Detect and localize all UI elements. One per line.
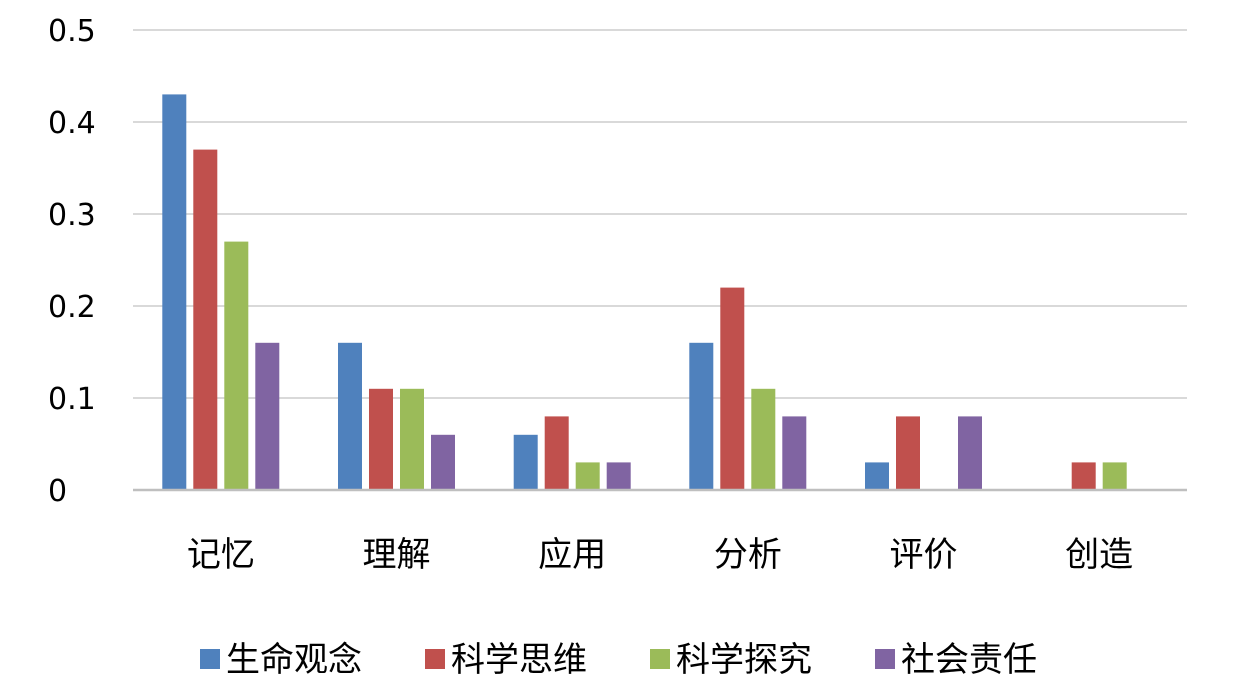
bar xyxy=(193,149,218,490)
legend-label: 生命观念 xyxy=(226,640,362,680)
bar xyxy=(782,416,807,490)
bar xyxy=(338,342,362,490)
x-category-label: 创造 xyxy=(1065,535,1133,575)
bar xyxy=(369,388,393,490)
legend: 生命观念 科学思维 科学探究 社会责任 xyxy=(200,640,1037,680)
bar xyxy=(224,241,249,490)
bar xyxy=(575,462,600,490)
labels-layer: 0 0.1 0.2 0.3 0.4 0.5 记忆 理解 应用 分析 评价 创造 xyxy=(48,14,1133,575)
bar xyxy=(720,287,745,490)
legend-swatch xyxy=(650,649,670,669)
x-category-label: 评价 xyxy=(890,535,958,575)
bar xyxy=(544,416,569,490)
bar xyxy=(689,342,714,490)
bar xyxy=(865,462,889,490)
bar xyxy=(162,94,187,491)
bar xyxy=(1102,462,1127,490)
bar xyxy=(958,416,982,490)
bars-layer xyxy=(162,94,1127,491)
y-tick-label: 0.4 xyxy=(48,106,96,141)
y-tick-label: 0.2 xyxy=(48,290,96,325)
y-tick-label: 0.5 xyxy=(48,14,96,49)
y-tick-label: 0.1 xyxy=(48,382,96,417)
legend-swatch xyxy=(875,649,895,669)
grid-layer xyxy=(133,29,1187,399)
bar xyxy=(751,388,776,490)
y-tick-label: 0.3 xyxy=(48,198,96,233)
bar xyxy=(1071,462,1096,490)
legend-label: 科学探究 xyxy=(676,640,812,680)
x-category-label: 应用 xyxy=(538,535,606,575)
x-category-label: 记忆 xyxy=(187,535,255,575)
bar xyxy=(255,342,280,490)
x-category-label: 理解 xyxy=(363,535,431,575)
legend-swatch xyxy=(425,649,445,669)
bar xyxy=(896,416,920,490)
bar xyxy=(400,388,424,490)
legend-label: 社会责任 xyxy=(901,640,1037,680)
bar xyxy=(513,434,538,490)
bar xyxy=(606,462,631,490)
legend-swatch xyxy=(200,649,220,669)
x-category-label: 分析 xyxy=(714,535,782,575)
legend-label: 科学思维 xyxy=(451,640,587,680)
y-tick-label: 0 xyxy=(48,474,67,509)
bar xyxy=(431,434,455,490)
